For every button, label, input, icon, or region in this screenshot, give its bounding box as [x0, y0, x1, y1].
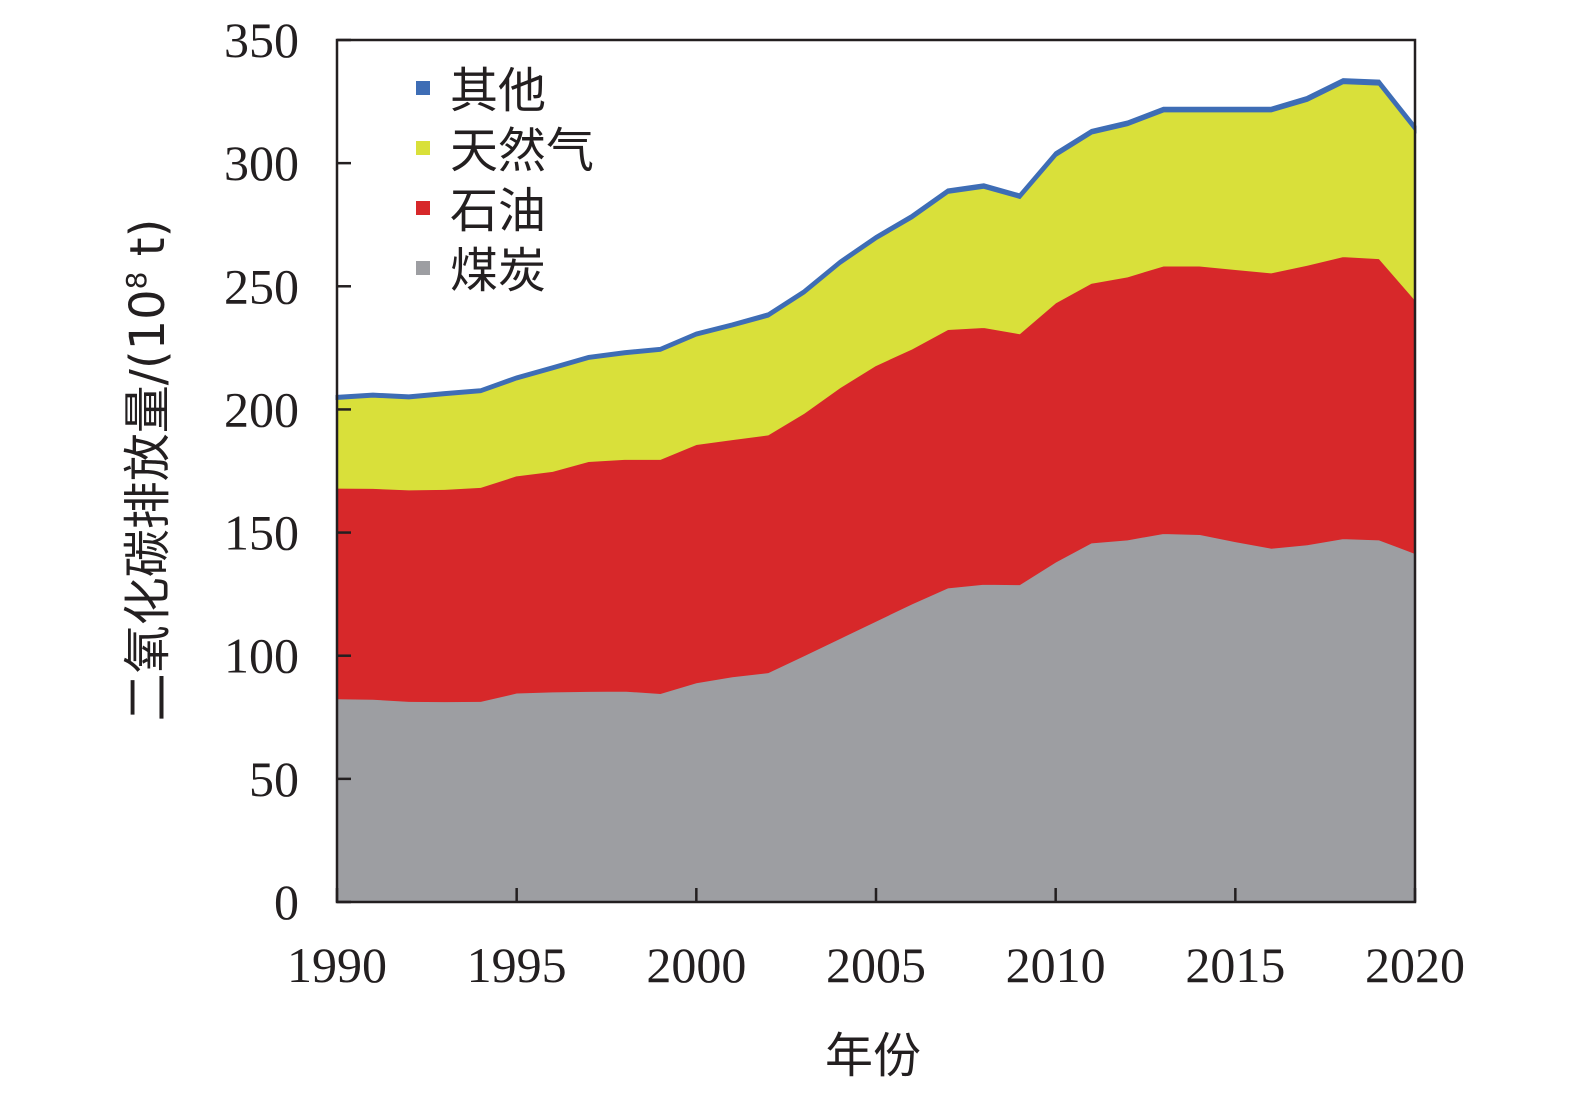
x-axis-title: 年份: [825, 1028, 921, 1084]
y-axis-title: 二氧化碳排放量/(108 t): [120, 219, 176, 722]
y-tick-label: 0: [274, 874, 299, 930]
y-tick-label: 250: [224, 258, 299, 314]
y-tick-label: 100: [224, 628, 299, 684]
y-tick-label: 50: [249, 751, 299, 807]
x-tick-label: 1990: [287, 937, 387, 993]
legend-label: 石油: [450, 183, 546, 239]
y-axis-title-main: 二氧化碳排放量/(10: [120, 289, 176, 721]
x-tick-label: 2015: [1185, 937, 1285, 993]
y-axis-title-unit: t): [120, 219, 176, 272]
x-tick-label: 1995: [467, 937, 567, 993]
area-layers: [335, 78, 1417, 903]
y-axis-title-superscript: 8: [120, 272, 153, 290]
y-tick-label: 300: [224, 135, 299, 191]
y-tick-label: 350: [224, 12, 299, 68]
legend-label: 其他: [450, 63, 546, 119]
x-tick-label: 2005: [826, 937, 926, 993]
legend-swatch: [416, 141, 430, 155]
legend-swatch: [416, 261, 430, 275]
legend-swatch: [416, 201, 430, 215]
legend-label: 天然气: [450, 123, 594, 179]
x-tick-label: 2000: [646, 937, 746, 993]
x-tick-label: 2010: [1006, 937, 1106, 993]
legend-label: 煤炭: [450, 243, 546, 299]
axes: 0 50 100 150 200 250 300 350 1990 1995 2000 2005 201…: [224, 12, 1465, 993]
y-tick-label: 150: [224, 505, 299, 561]
x-tick-label: 2020: [1365, 937, 1465, 993]
y-tick-label: 200: [224, 381, 299, 437]
legend-swatch: [416, 81, 430, 95]
